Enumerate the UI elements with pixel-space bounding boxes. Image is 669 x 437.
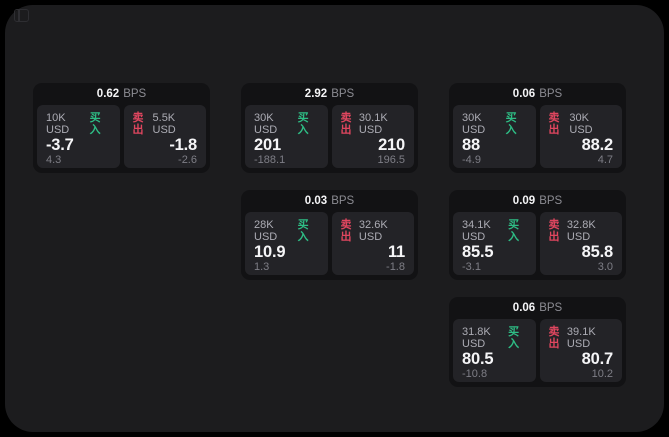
buy-size: 30K USD xyxy=(254,112,278,136)
sell-panel[interactable]: 卖出 30.1K USD 210 196.5 xyxy=(331,105,414,168)
sell-size: 32.8K USD xyxy=(566,219,596,243)
sell-price: 85.8 xyxy=(581,243,614,261)
card-header: 0.62 BPS xyxy=(37,83,206,105)
sell-side-label: 卖出 xyxy=(340,112,352,136)
buy-panel[interactable]: 30K USD 买入 88 -4.9 xyxy=(453,105,536,168)
quote-card: 0.06 BPS 31.8K USD 买入 80.5 -10.8 卖出 39.1… xyxy=(449,297,626,387)
sell-delta: 4.7 xyxy=(597,154,613,166)
bps-unit-label: BPS xyxy=(331,195,355,207)
buy-price: 201 xyxy=(254,136,281,154)
card-header: 0.09 BPS xyxy=(453,190,622,212)
sell-size: 5.5K USD xyxy=(152,112,176,136)
bps-value: 0.62 xyxy=(96,88,120,100)
quote-card: 0.06 BPS 30K USD 买入 88 -4.9 卖出 30K USD 8… xyxy=(449,83,626,173)
buy-side-label: 买入 xyxy=(89,112,101,136)
card-header: 0.03 BPS xyxy=(245,190,414,212)
buy-size: 34.1K USD xyxy=(462,219,491,243)
sell-price: 80.7 xyxy=(581,350,614,368)
bps-value: 0.06 xyxy=(512,302,536,314)
sell-panel[interactable]: 卖出 30K USD 88.2 4.7 xyxy=(539,105,622,168)
bps-unit-label: BPS xyxy=(539,195,563,207)
buy-side-label: 买入 xyxy=(508,326,520,350)
buy-price: 88 xyxy=(462,136,480,154)
quote-card: 0.03 BPS 28K USD 买入 10.9 1.3 卖出 32.6K US… xyxy=(241,190,418,280)
buy-panel[interactable]: 30K USD 买入 201 -188.1 xyxy=(245,105,328,168)
buy-price: 10.9 xyxy=(254,243,286,261)
buy-delta: -3.1 xyxy=(462,261,481,273)
sell-price: 88.2 xyxy=(581,136,614,154)
sell-side-label: 卖出 xyxy=(548,219,560,243)
quote-card: 0.62 BPS 10K USD 买入 -3.7 4.3 卖出 5.5K USD… xyxy=(33,83,210,173)
buy-price: -3.7 xyxy=(46,136,74,154)
buy-price: 85.5 xyxy=(462,243,494,261)
buy-price: 80.5 xyxy=(462,350,494,368)
sell-size: 30.1K USD xyxy=(358,112,388,136)
sell-panel[interactable]: 卖出 39.1K USD 80.7 10.2 xyxy=(539,319,622,382)
sell-panel[interactable]: 卖出 5.5K USD -1.8 -2.6 xyxy=(123,105,206,168)
buy-panel[interactable]: 31.8K USD 买入 80.5 -10.8 xyxy=(453,319,536,382)
buy-delta: -4.9 xyxy=(462,154,481,166)
bps-value: 0.03 xyxy=(304,195,328,207)
buy-size: 30K USD xyxy=(462,112,486,136)
sell-side-label: 卖出 xyxy=(340,219,352,243)
buy-size: 28K USD xyxy=(254,219,278,243)
buy-side-label: 买入 xyxy=(508,219,520,243)
sidebar-toggle-icon[interactable] xyxy=(14,9,29,22)
sell-delta: -2.6 xyxy=(178,154,197,166)
quote-card: 2.92 BPS 30K USD 买入 201 -188.1 卖出 30.1K … xyxy=(241,83,418,173)
card-header: 0.06 BPS xyxy=(453,297,622,319)
sell-side-label: 卖出 xyxy=(548,112,560,136)
buy-size: 10K USD xyxy=(46,112,70,136)
bps-value: 0.09 xyxy=(512,195,536,207)
bps-value: 2.92 xyxy=(304,88,328,100)
buy-side-label: 买入 xyxy=(505,112,517,136)
buy-panel[interactable]: 34.1K USD 买入 85.5 -3.1 xyxy=(453,212,536,275)
bps-value: 0.06 xyxy=(512,88,536,100)
buy-panel[interactable]: 28K USD 买入 10.9 1.3 xyxy=(245,212,328,275)
bps-unit-label: BPS xyxy=(539,302,563,314)
buy-side-label: 买入 xyxy=(297,112,309,136)
buy-delta: -188.1 xyxy=(254,154,286,166)
sell-delta: 196.5 xyxy=(377,154,405,166)
sell-size: 39.1K USD xyxy=(566,326,596,350)
quote-card: 0.09 BPS 34.1K USD 买入 85.5 -3.1 卖出 32.8K… xyxy=(449,190,626,280)
buy-delta: -10.8 xyxy=(462,368,488,380)
card-header: 2.92 BPS xyxy=(245,83,414,105)
sell-size: 32.6K USD xyxy=(358,219,388,243)
sell-delta: 10.2 xyxy=(591,368,613,380)
card-header: 0.06 BPS xyxy=(453,83,622,105)
sell-panel[interactable]: 卖出 32.6K USD 11 -1.8 xyxy=(331,212,414,275)
sell-size: 30K USD xyxy=(569,112,593,136)
buy-side-label: 买入 xyxy=(297,219,309,243)
buy-delta: 1.3 xyxy=(254,261,270,273)
sell-price: 11 xyxy=(387,243,405,261)
bps-unit-label: BPS xyxy=(331,88,355,100)
sell-panel[interactable]: 卖出 32.8K USD 85.8 3.0 xyxy=(539,212,622,275)
sell-side-label: 卖出 xyxy=(132,112,144,136)
sell-price: 210 xyxy=(378,136,405,154)
bps-unit-label: BPS xyxy=(123,88,147,100)
buy-size: 31.8K USD xyxy=(462,326,491,350)
sell-price: -1.8 xyxy=(169,136,197,154)
bps-unit-label: BPS xyxy=(539,88,563,100)
buy-delta: 4.3 xyxy=(46,154,62,166)
sell-delta: -1.8 xyxy=(386,261,405,273)
sell-delta: 3.0 xyxy=(597,261,613,273)
buy-panel[interactable]: 10K USD 买入 -3.7 4.3 xyxy=(37,105,120,168)
sell-side-label: 卖出 xyxy=(548,326,560,350)
